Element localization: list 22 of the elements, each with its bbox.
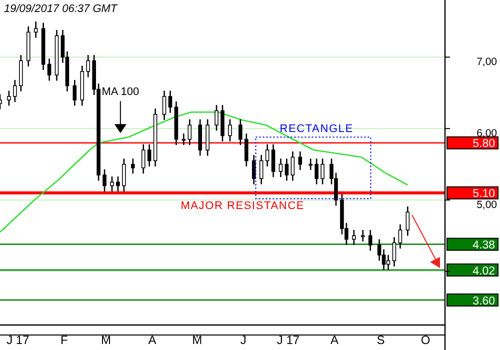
x-tick-label: J 17	[6, 333, 30, 347]
x-tick-label: O	[420, 333, 430, 347]
ref-line-label: 5.80	[472, 138, 495, 150]
x-tick-label: S	[376, 333, 385, 347]
annotation: 19/09/2017 06:37 GMT	[4, 3, 118, 15]
y-tick-label: 7,00	[476, 56, 498, 68]
ref-line-label: 3.60	[472, 295, 495, 308]
text: MA 100	[102, 86, 140, 98]
annotation: MAJOR RESISTANCE	[180, 200, 305, 212]
x-tick-label: A	[148, 333, 156, 347]
x-tick-label: F	[60, 333, 68, 347]
x-tick-label: A	[330, 333, 339, 347]
y-tick-label: 6,00	[476, 128, 498, 140]
x-tick-label: M	[101, 333, 112, 347]
y-tick-label: 5,00	[476, 199, 498, 211]
ref-line-label: 4.38	[472, 240, 495, 252]
x-tick-label: J 17	[276, 333, 300, 347]
x-tick-label: M	[192, 333, 202, 347]
ref-line-label: 4.02	[472, 265, 495, 278]
x-tick-label: J	[240, 333, 246, 347]
ref-line-label: 5.10	[472, 188, 495, 200]
annotation: RECTANGLE	[280, 123, 354, 136]
